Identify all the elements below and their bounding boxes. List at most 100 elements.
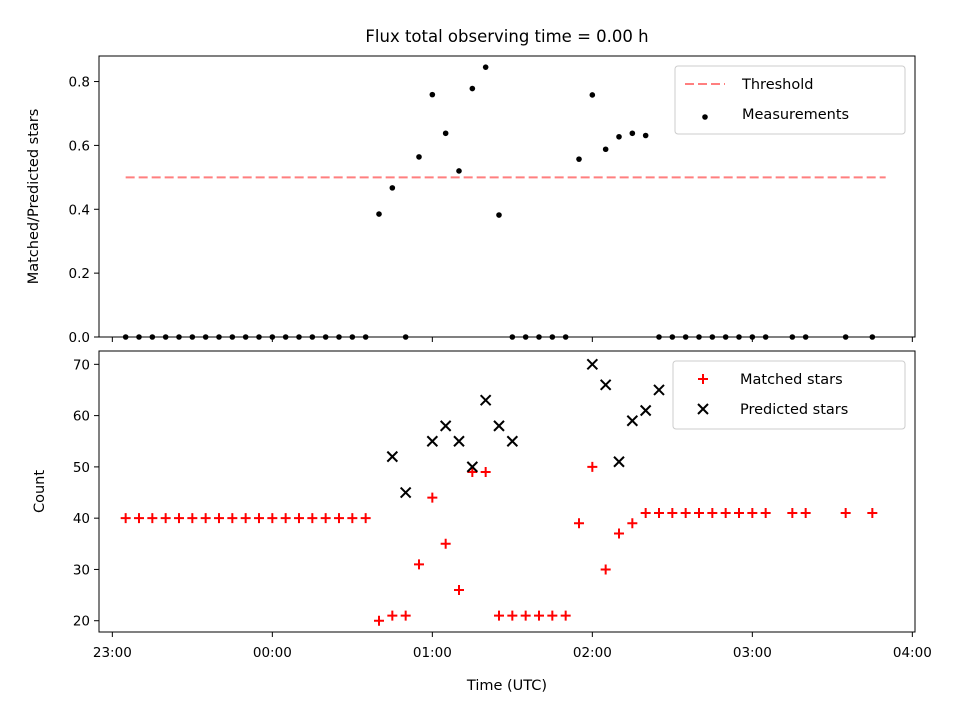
matched-star-point <box>760 508 771 519</box>
predicted-star-point <box>586 358 599 371</box>
measurement-point <box>576 156 582 162</box>
matched-star-point <box>574 518 584 529</box>
matched-star-point <box>560 610 571 621</box>
matched-star-point <box>360 513 371 524</box>
predicted-star-point <box>506 435 519 447</box>
matched-star-point <box>680 508 691 519</box>
matched-star-point <box>467 467 478 478</box>
measurement-point <box>376 211 382 217</box>
matched-star-point <box>800 508 811 519</box>
legend-box <box>672 360 906 430</box>
legend-predicted-swatch <box>697 403 709 415</box>
matched-star-point <box>747 508 758 519</box>
x-tick-label: 04:00 <box>893 645 932 661</box>
matched-star-point <box>414 559 424 570</box>
predicted-star-point <box>426 435 439 447</box>
y-tick-label: 0.4 <box>69 202 90 218</box>
top-axes-frame <box>98 55 916 338</box>
matched-star-point <box>614 528 624 539</box>
y-tick-label: 70 <box>73 357 90 373</box>
matched-star-point <box>147 513 158 524</box>
bottom-axes-frame <box>98 350 916 633</box>
predicted-star-point <box>653 384 665 396</box>
x-tick-label: 01:00 <box>413 645 452 661</box>
legend-measurement-swatch <box>702 114 708 120</box>
x-tick-label: 03:00 <box>733 645 772 661</box>
matched-star-point <box>267 513 278 524</box>
measurement-point <box>629 130 636 137</box>
measurement-point <box>389 185 396 191</box>
y-tick-label: 50 <box>73 460 90 476</box>
matched-star-point <box>640 508 651 519</box>
y-tick-label: 0.0 <box>69 330 90 346</box>
matched-star-point <box>134 513 144 524</box>
y-tick-label: 60 <box>73 409 90 425</box>
matched-star-point <box>347 513 358 524</box>
matched-star-point <box>400 610 411 621</box>
matched-star-point <box>320 513 331 524</box>
matched-star-point <box>840 508 851 519</box>
legend-matched-swatch <box>698 374 708 384</box>
measurement-point <box>616 133 622 140</box>
matched-star-point <box>494 610 504 621</box>
matched-star-point <box>867 508 878 519</box>
matched-star-point <box>334 513 344 524</box>
matched-star-point <box>507 610 518 621</box>
predicted-star-point <box>399 486 412 499</box>
matched-star-point <box>374 615 384 626</box>
matched-star-point <box>214 513 224 524</box>
matched-star-point <box>600 564 611 575</box>
x-tick-label: 02:00 <box>573 645 612 661</box>
predicted-star-point <box>386 450 399 463</box>
measurement-point <box>589 92 596 98</box>
matched-star-point <box>440 538 451 549</box>
x-tick-label: 00:00 <box>253 645 292 661</box>
matched-star-point <box>280 513 291 524</box>
top-panel: 0.00.20.40.60.8 Matched/Predicted stars … <box>26 55 916 346</box>
y-tick-label: 0.2 <box>69 266 90 282</box>
legend-box <box>674 65 906 135</box>
measurement-point <box>469 85 476 92</box>
matched-star-point <box>294 513 304 524</box>
bottom-ticks: 23:00 00:00 01:00 02:00 03:00 04:00 20 30 40 50 60… <box>73 357 932 661</box>
matched-star-point <box>654 508 664 519</box>
matched-star-point <box>187 513 198 524</box>
matched-star-point <box>387 610 398 621</box>
predicted-star-point <box>626 415 639 427</box>
matched-star-point <box>160 513 171 524</box>
predicted-star-point <box>466 461 479 473</box>
measurement-point <box>482 64 489 70</box>
measurement-point <box>456 168 462 174</box>
matched-star-point <box>227 513 238 524</box>
matched-star-point <box>427 492 438 503</box>
y-tick-label: 40 <box>73 511 90 527</box>
matched-star-point <box>454 584 464 595</box>
matched-star-point <box>240 513 251 524</box>
matched-star-point <box>587 461 598 472</box>
matched-star-point <box>734 508 744 519</box>
matched-star-point <box>707 508 718 519</box>
predicted-star-point <box>613 456 625 468</box>
matched-star-point <box>547 610 558 621</box>
matched-star-point <box>120 513 131 524</box>
chart-title: Flux total observing time = 0.00 h <box>365 27 648 46</box>
legend-label: Predicted stars <box>740 402 848 418</box>
matched-star-point <box>200 513 211 524</box>
matched-star-point <box>307 513 318 524</box>
predicted-star-point <box>493 420 505 432</box>
y-tick-label: 0.8 <box>69 75 90 91</box>
top-y-axis-label: Matched/Predicted stars <box>26 109 42 285</box>
x-axis-label: Time (UTC) <box>466 678 547 694</box>
y-tick-label: 20 <box>73 614 90 630</box>
top-legend: Threshold Measurements <box>674 65 906 135</box>
measurement-point <box>416 154 422 160</box>
predicted-star-point <box>453 435 465 447</box>
measurement-point <box>442 130 449 137</box>
measurement-point <box>429 91 436 98</box>
predicted-star-point <box>479 394 492 406</box>
legend-label: Threshold <box>741 77 813 93</box>
x-tick-label: 23:00 <box>93 645 132 661</box>
measurement-point <box>642 132 649 139</box>
matched-star-point <box>627 518 638 529</box>
predicted-star-point <box>439 420 452 432</box>
